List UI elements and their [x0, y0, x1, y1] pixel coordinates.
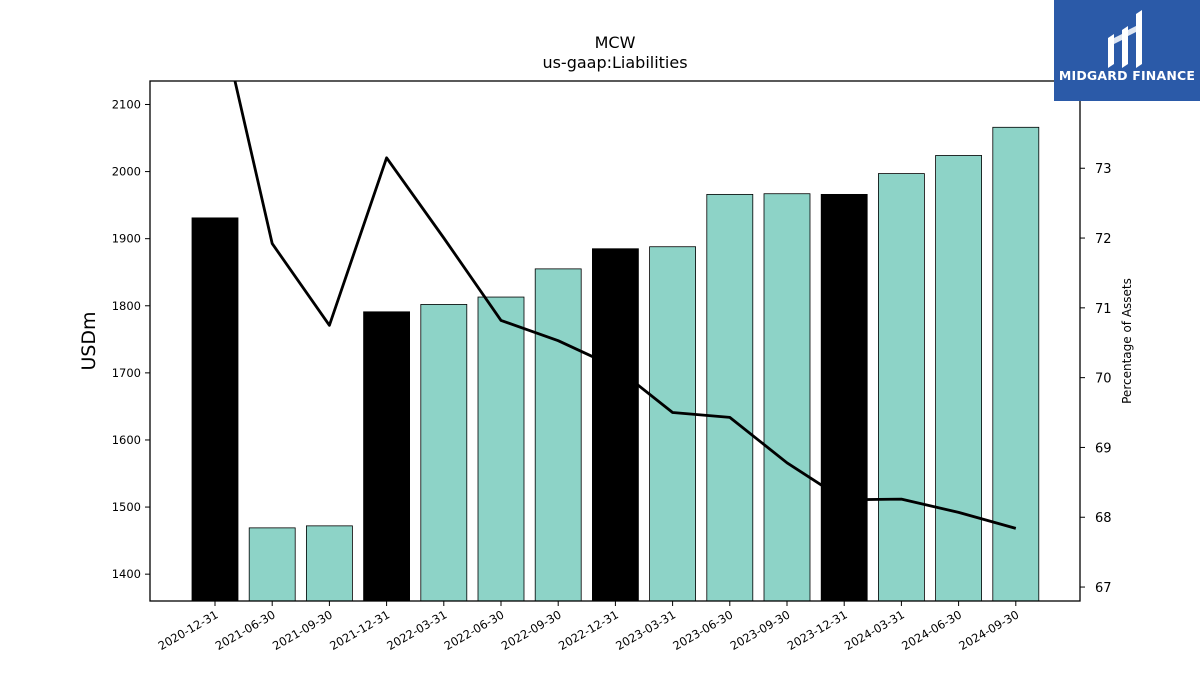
y-tick-label: 2100 — [112, 97, 141, 111]
x-tick-label: 2021-06-30 — [213, 607, 278, 653]
bar — [477, 296, 525, 602]
y2-tick-label: 73 — [1095, 162, 1112, 177]
x-tick-label: 2022-03-31 — [384, 607, 449, 653]
y-tick-label: 1500 — [112, 500, 141, 514]
midgard-finance-logo: MIDGARD FINANCE — [1054, 0, 1200, 101]
x-tick-label: 2023-12-31 — [785, 607, 850, 653]
y-tick-label: 1400 — [112, 567, 141, 581]
chart-title: MCW — [595, 33, 636, 52]
y2-tick-label: 70 — [1095, 372, 1112, 387]
logo-mark-icon — [1108, 10, 1142, 68]
bar — [248, 527, 296, 602]
x-tick-label: 2020-12-31 — [156, 607, 221, 653]
plot-area: 1400 1500 1600 1700 1800 1900 2000 2100 67 68 69 70… — [112, 80, 1112, 653]
x-tick-label: 2022-09-30 — [499, 607, 564, 653]
logo-text: MIDGARD FINANCE — [1058, 68, 1196, 83]
x-tick-label: 2024-06-30 — [899, 607, 964, 653]
x-tick-label: 2022-06-30 — [442, 607, 507, 653]
bar — [420, 304, 468, 602]
y2-tick-label: 71 — [1095, 302, 1112, 317]
y-tick-label: 1900 — [112, 232, 141, 246]
y-tick-label: 1700 — [112, 366, 141, 380]
x-tick-label: 2023-09-30 — [728, 607, 793, 653]
chart-subtitle: us-gaap:Liabilities — [542, 53, 687, 72]
x-tick-label: 2022-12-31 — [556, 607, 621, 653]
x-tick-label: 2024-03-31 — [842, 607, 907, 653]
bar — [305, 525, 353, 602]
x-tick-label: 2021-09-30 — [270, 607, 335, 653]
x-tick-label: 2023-03-31 — [613, 607, 678, 653]
bar — [592, 248, 639, 602]
bar — [763, 193, 811, 602]
y2-tick-label: 67 — [1095, 581, 1112, 596]
bar — [992, 126, 1040, 602]
bar — [706, 193, 754, 602]
bar — [649, 246, 696, 602]
y-axis-label: USDm — [78, 311, 100, 370]
bar — [820, 193, 868, 602]
y2-axis-label: Percentage of Assets — [1120, 278, 1134, 404]
bar — [878, 173, 925, 602]
series-line — [233, 81, 1017, 530]
x-tick-label: 2023-06-30 — [670, 607, 735, 653]
bar — [191, 217, 239, 602]
x-tick-label: 2021-12-31 — [327, 607, 392, 653]
y2-tick-label: 69 — [1095, 441, 1112, 456]
y-tick-label: 1600 — [112, 433, 141, 447]
x-tick-label: 2024-09-30 — [956, 607, 1021, 653]
y-tick-label: 1800 — [112, 299, 141, 313]
y2-tick-label: 72 — [1095, 232, 1112, 247]
y2-tick-label: 68 — [1095, 511, 1112, 526]
bar — [534, 268, 582, 602]
bar — [935, 155, 982, 602]
y-tick-label: 2000 — [112, 165, 141, 179]
bar — [363, 311, 411, 602]
